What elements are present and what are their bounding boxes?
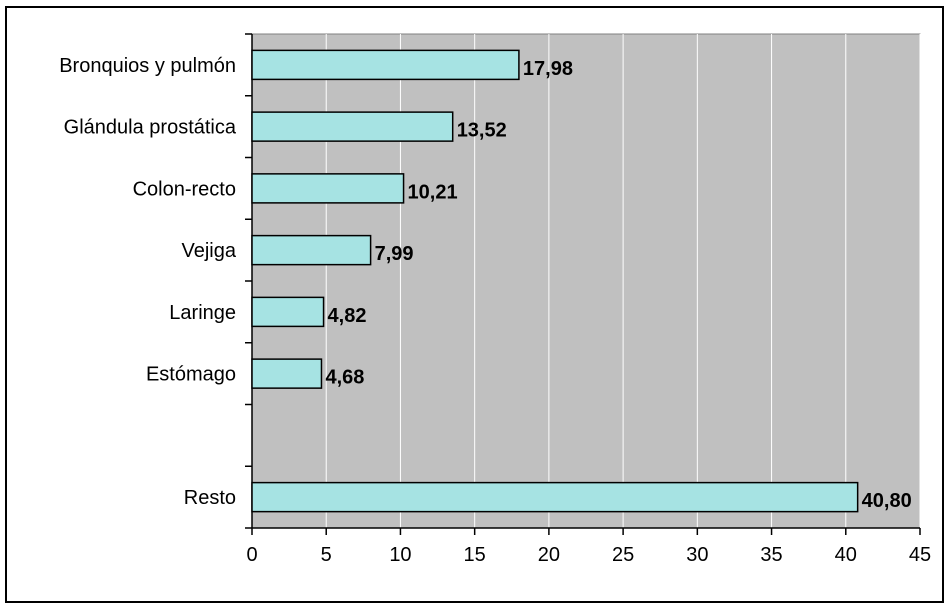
x-tick-label: 5 (321, 544, 332, 566)
bar (251, 234, 372, 266)
x-tick-label: 45 (909, 544, 931, 566)
bar (251, 173, 405, 204)
x-tick-label: 0 (246, 544, 257, 566)
category-label: Glándula prostática (64, 117, 237, 139)
data-label: 4,82 (328, 305, 367, 327)
bar (251, 481, 859, 513)
x-tick-label: 15 (464, 544, 486, 566)
bar (251, 111, 454, 142)
category-label: Estómago (146, 364, 236, 386)
x-tick-label: 30 (686, 544, 708, 566)
data-label: 10,21 (408, 181, 458, 203)
bar (251, 49, 520, 81)
data-label: 17,98 (523, 58, 573, 80)
category-label: Laringe (169, 302, 236, 324)
data-label: 13,52 (457, 120, 507, 142)
x-tick-label: 35 (760, 544, 782, 566)
data-label: 7,99 (375, 243, 414, 265)
data-label: 40,80 (862, 490, 912, 512)
category-label: Resto (184, 487, 236, 509)
x-tick-label: 10 (389, 544, 411, 566)
data-label: 4,68 (325, 367, 364, 389)
category-label: Colon-recto (133, 178, 236, 200)
bar (251, 296, 325, 328)
x-tick-label: 40 (835, 544, 857, 566)
bar (251, 358, 323, 389)
category-label: Bronquios y pulmón (59, 55, 236, 77)
x-tick-label: 25 (612, 544, 634, 566)
x-tick-label: 20 (538, 544, 560, 566)
plot-area (251, 33, 921, 529)
category-label: Vejiga (182, 240, 237, 262)
